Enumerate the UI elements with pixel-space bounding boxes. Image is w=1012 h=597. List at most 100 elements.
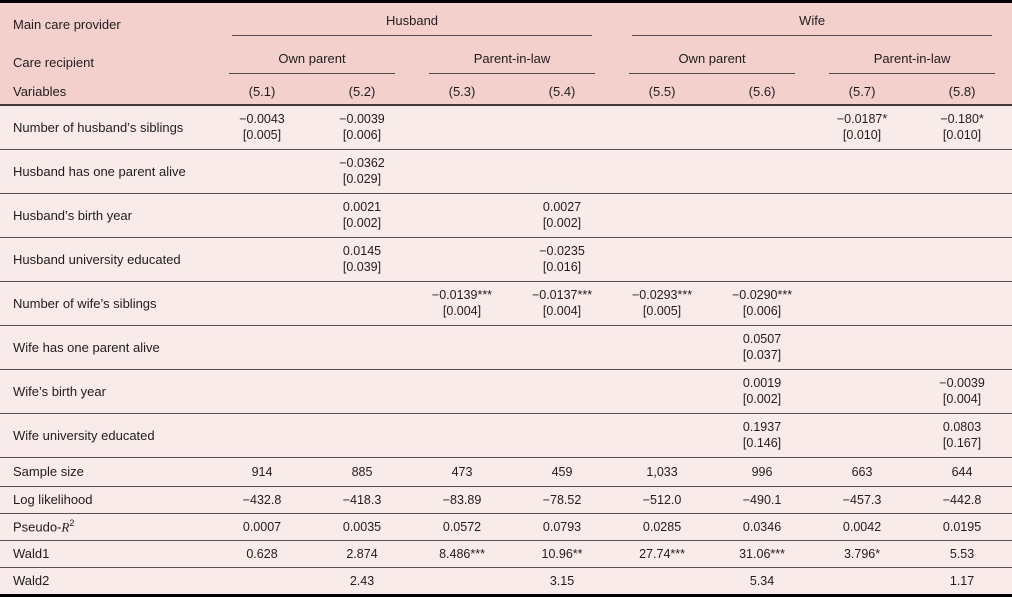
- coef-cell: [212, 192, 312, 237]
- estimate: 0.0027: [542, 200, 582, 214]
- stat-cell: [212, 566, 312, 594]
- row-label: Number of husband’s siblings: [0, 104, 212, 149]
- stat-cell: 5.34: [712, 566, 813, 594]
- stat-cell: −442.8: [912, 485, 1012, 513]
- table-row-log-likelihood: Log likelihood −432.8 −418.3 −83.89 −78.…: [0, 485, 1012, 513]
- coef-cell: [412, 104, 512, 149]
- estimate: −0.0139***: [431, 288, 493, 302]
- std-error: [0.006]: [342, 128, 382, 143]
- stat-cell: 473: [412, 456, 512, 486]
- stat-cell: 27.74***: [612, 539, 713, 567]
- coef-cell: [512, 324, 613, 369]
- std-error: [0.004]: [442, 304, 482, 318]
- coef-cell: 0.0507 [0.037]: [712, 324, 813, 369]
- column-header-5-6: (5.6): [712, 79, 813, 105]
- coef-cell: [712, 148, 813, 193]
- stat-cell: 0.0346: [712, 512, 813, 540]
- subgroup-label: Parent-in-law: [829, 51, 996, 74]
- column-header-5-1: (5.1): [212, 79, 312, 105]
- table-row-wald2: Wald2 2.43 3.15 5.34 1.17: [0, 566, 1012, 594]
- stat-cell: 1.17: [912, 566, 1012, 594]
- row-label: Log likelihood: [0, 485, 212, 513]
- std-error: [0.010]: [942, 128, 982, 143]
- stat-cell: −432.8: [212, 485, 312, 513]
- coef-cell: [512, 368, 613, 413]
- std-error: [0.146]: [742, 436, 782, 450]
- row-label: Husband has one parent alive: [0, 148, 212, 193]
- stat-cell: −78.52: [512, 485, 613, 513]
- subgroup-husband-parent-in-law: Parent-in-law: [412, 45, 613, 79]
- std-error: [0.004]: [542, 304, 582, 318]
- std-error: [0.006]: [742, 304, 782, 318]
- estimate: −0.0187*: [836, 112, 888, 127]
- group-husband: Husband: [212, 3, 613, 45]
- coef-cell: [612, 148, 713, 193]
- coef-cell: 0.0021 [0.002]: [312, 192, 412, 237]
- subgroup-wife-parent-in-law: Parent-in-law: [812, 45, 1012, 79]
- stat-cell: 0.0042: [812, 512, 913, 540]
- group-wife-label: Wife: [632, 13, 993, 36]
- row-label: Husband’s birth year: [0, 192, 212, 237]
- std-error: [0.002]: [342, 216, 382, 230]
- table-row-pseudo-r2: Pseudo-R2 0.0007 0.0035 0.0572 0.0793 0.…: [0, 512, 1012, 540]
- std-error: [0.167]: [942, 436, 982, 450]
- std-error: [0.029]: [342, 172, 382, 186]
- coef-cell: [712, 236, 813, 281]
- coef-cell: [912, 324, 1012, 369]
- stat-cell: 3.15: [512, 566, 613, 594]
- subgroup-label: Own parent: [229, 51, 395, 74]
- stat-cell: −418.3: [312, 485, 412, 513]
- row-label: Pseudo-R2: [0, 512, 212, 540]
- stat-cell: 0.0007: [212, 512, 312, 540]
- coef-cell: [712, 192, 813, 237]
- coef-cell: −0.0139*** [0.004]: [412, 280, 512, 325]
- row-label: Wife’s birth year: [0, 368, 212, 413]
- coef-cell: [812, 412, 913, 457]
- coef-cell: −0.0039 [0.006]: [312, 104, 412, 149]
- std-error: [0.016]: [542, 260, 582, 274]
- coef-cell: [212, 368, 312, 413]
- table-row: Husband university educated 0.0145 [0.039…: [0, 236, 1012, 281]
- coef-cell: [212, 148, 312, 193]
- estimate: −0.0293***: [631, 288, 693, 302]
- table-body: Number of husband’s siblings −0.0043 [0.0…: [0, 104, 1012, 594]
- group-husband-label: Husband: [232, 13, 593, 36]
- estimate: −0.180*: [940, 112, 984, 127]
- estimate: 0.0507: [742, 332, 782, 346]
- subgroup-husband-own-parent: Own parent: [212, 45, 412, 79]
- stat-cell: −83.89: [412, 485, 512, 513]
- pseudo-r2-superscript: 2: [69, 517, 75, 528]
- coef-cell: [812, 280, 913, 325]
- std-error: [0.010]: [842, 128, 882, 143]
- stat-cell: 996: [712, 456, 813, 486]
- coef-cell: −0.0187* [0.010]: [812, 104, 913, 149]
- row-label: Wife university educated: [0, 412, 212, 457]
- stat-cell: 1,033: [612, 456, 713, 486]
- coef-cell: [412, 192, 512, 237]
- estimate: 0.0145: [342, 244, 382, 258]
- coef-cell: [812, 368, 913, 413]
- table-row: Wife university educated 0.1937 [0.146] 0…: [0, 412, 1012, 457]
- coef-cell: −0.0137*** [0.004]: [512, 280, 613, 325]
- stat-cell: 663: [812, 456, 913, 486]
- coef-cell: [612, 104, 713, 149]
- coef-cell: [612, 368, 713, 413]
- stat-cell: −490.1: [712, 485, 813, 513]
- coef-cell: [212, 280, 312, 325]
- main-care-provider-label: Main care provider: [0, 3, 212, 45]
- stat-cell: −457.3: [812, 485, 913, 513]
- header-row-provider: Main care provider Husband Wife: [0, 3, 1012, 45]
- table-row: Husband has one parent alive −0.0362 [0.0…: [0, 148, 1012, 193]
- header-row-variables: Variables (5.1) (5.2) (5.3) (5.4) (5.5) …: [0, 79, 1012, 105]
- coef-cell: [912, 148, 1012, 193]
- pseudo-r2-prefix: Pseudo-: [13, 519, 62, 535]
- coef-cell: 0.0027 [0.002]: [512, 192, 613, 237]
- coef-cell: [612, 412, 713, 457]
- std-error: [0.005]: [642, 304, 682, 318]
- std-error: [0.004]: [942, 392, 982, 406]
- coef-cell: [612, 236, 713, 281]
- coef-cell: [512, 104, 613, 149]
- coef-cell: [412, 236, 512, 281]
- std-error: [0.002]: [542, 216, 582, 230]
- stat-cell: 0.0793: [512, 512, 613, 540]
